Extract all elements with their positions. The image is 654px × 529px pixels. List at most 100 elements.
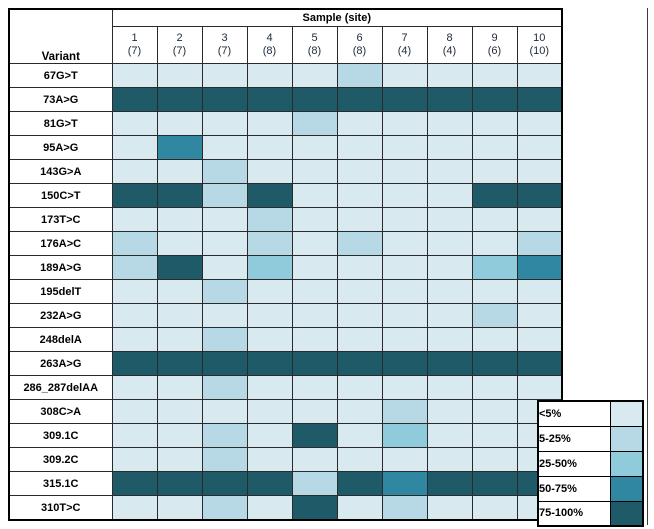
- heatmap-cell: [471, 327, 518, 352]
- variant-label: 308C>A: [8, 399, 113, 424]
- variant-label: 232A>G: [8, 303, 113, 328]
- heatmap-cell: [156, 303, 203, 328]
- column-header-sample-1: 1 (7): [111, 26, 158, 64]
- heatmap-cell: [246, 255, 293, 280]
- sample-site-header: Sample (site): [111, 8, 563, 27]
- heatmap-cell: [471, 135, 518, 160]
- figure-right-border: [647, 8, 648, 525]
- heatmap-cell: [201, 183, 248, 208]
- variant-label: 195delT: [8, 279, 113, 304]
- heatmap-cell: [426, 63, 473, 88]
- heatmap-cell: [381, 111, 428, 136]
- heatmap-cell: [201, 351, 248, 376]
- heatmap-cell: [111, 399, 158, 424]
- heatmap-cell: [381, 351, 428, 376]
- heatmap-cell: [291, 447, 338, 472]
- heatmap-cell: [291, 183, 338, 208]
- heatmap-cell: [516, 87, 563, 112]
- heatmap-cell: [201, 207, 248, 232]
- heatmap-cell: [426, 159, 473, 184]
- heatmap-cell: [246, 183, 293, 208]
- heatmap-cell: [246, 111, 293, 136]
- legend-row: <5%: [537, 400, 644, 427]
- heatmap-cell: [156, 375, 203, 400]
- heatmap-cell: [291, 255, 338, 280]
- heatmap-cell: [381, 327, 428, 352]
- heatmap-cell: [516, 255, 563, 280]
- heatmap-cell: [156, 135, 203, 160]
- heatmap-cell: [111, 63, 158, 88]
- heatmap-cell: [246, 231, 293, 256]
- heatmap-cell: [246, 135, 293, 160]
- heatmap-cell: [111, 255, 158, 280]
- heatmap-cell: [291, 303, 338, 328]
- heatmap-cell: [201, 447, 248, 472]
- heatmap-cell: [471, 375, 518, 400]
- heatmap-cell: [381, 423, 428, 448]
- heatmap-cell: [201, 63, 248, 88]
- legend-swatch: [610, 450, 644, 477]
- heatmap-cell: [291, 279, 338, 304]
- heatmap-cell: [381, 183, 428, 208]
- legend-label: 5-25%: [537, 425, 611, 452]
- heatmap-cell: [291, 111, 338, 136]
- heatmap-cell: [336, 495, 383, 521]
- heatmap-cell: [201, 159, 248, 184]
- heatmap-cell: [111, 375, 158, 400]
- variant-column-header: Variant: [8, 8, 113, 64]
- heatmap-cell: [516, 135, 563, 160]
- heatmap-cell: [516, 159, 563, 184]
- heatmap-cell: [426, 135, 473, 160]
- heatmap-cell: [246, 471, 293, 496]
- heatmap-cell: [111, 135, 158, 160]
- heatmap-cell: [336, 327, 383, 352]
- legend-row: 50-75%: [537, 475, 644, 502]
- heatmap-cell: [201, 255, 248, 280]
- heatmap-cell: [336, 375, 383, 400]
- heatmap-cell: [201, 303, 248, 328]
- heatmap-row: 81G>T: [8, 111, 563, 136]
- heatmap-cell: [246, 279, 293, 304]
- heatmap-cell: [291, 159, 338, 184]
- heatmap-cell: [471, 63, 518, 88]
- heatmap-cell: [291, 495, 338, 521]
- heatmap-row: 315.1C: [8, 471, 563, 496]
- heatmap-cell: [201, 279, 248, 304]
- heatmap-cell: [336, 447, 383, 472]
- heatmap-cell: [516, 63, 563, 88]
- variant-label: 81G>T: [8, 111, 113, 136]
- heatmap-row: 176A>C: [8, 231, 563, 256]
- heatmap-cell: [516, 303, 563, 328]
- heatmap-cell: [156, 399, 203, 424]
- heatmap-row: 67G>T: [8, 63, 563, 88]
- heatmap-cell: [471, 279, 518, 304]
- heatmap-cell: [471, 183, 518, 208]
- heatmap-cell: [426, 183, 473, 208]
- heatmap-cell: [381, 471, 428, 496]
- heatmap-cell: [381, 207, 428, 232]
- heatmap-cell: [291, 207, 338, 232]
- heatmap-cell: [246, 495, 293, 521]
- variant-label: 309.2C: [8, 447, 113, 472]
- legend-label: <5%: [537, 400, 611, 427]
- heatmap-cell: [336, 159, 383, 184]
- variant-label: 189A>G: [8, 255, 113, 280]
- variant-label: 150C>T: [8, 183, 113, 208]
- heatmap-cell: [156, 327, 203, 352]
- heatmap-cell: [336, 255, 383, 280]
- heatmap-cell: [381, 447, 428, 472]
- heatmap-cell: [201, 231, 248, 256]
- heatmap-row: 150C>T: [8, 183, 563, 208]
- heatmap-row: 308C>A: [8, 399, 563, 424]
- heatmap-cell: [336, 351, 383, 376]
- legend: <5% 5-25% 25-50% 50-75% 75-100%: [537, 400, 644, 527]
- heatmap-cell: [246, 375, 293, 400]
- heatmap-cell: [291, 87, 338, 112]
- heatmap-cell: [336, 87, 383, 112]
- column-header-sample-5: 5 (8): [291, 26, 338, 64]
- heatmap-row: 95A>G: [8, 135, 563, 160]
- heatmap-cell: [201, 399, 248, 424]
- heatmap-cell: [336, 111, 383, 136]
- column-header-sample-3: 3 (7): [201, 26, 248, 64]
- heatmap-cell: [156, 471, 203, 496]
